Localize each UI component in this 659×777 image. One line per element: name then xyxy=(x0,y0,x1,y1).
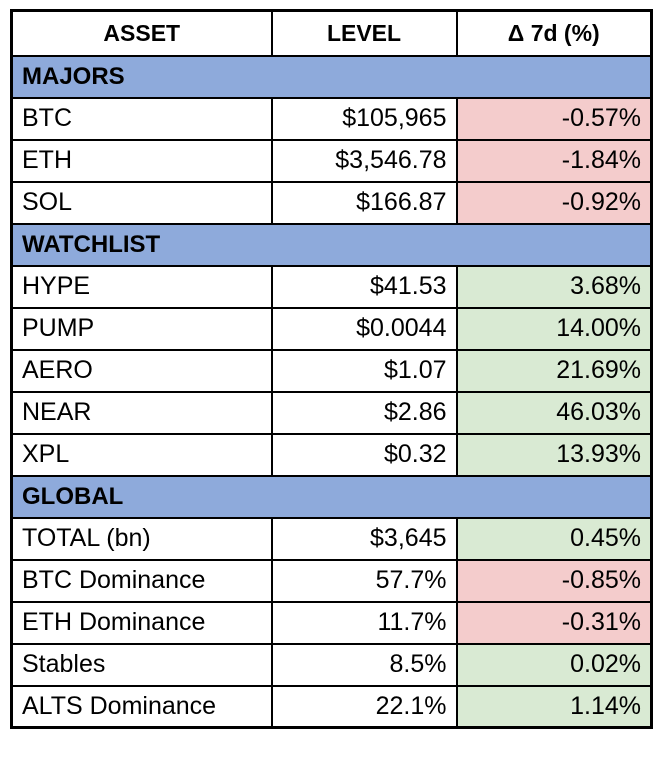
asset-table-sheet: ASSET LEVEL Δ 7d (%) MAJORS BTC $105,965… xyxy=(10,9,653,729)
delta-cell: 1.14% xyxy=(455,684,653,729)
section-row-majors: MAJORS xyxy=(10,54,653,99)
table-row-sol: SOL $166.87 -0.92% xyxy=(10,180,653,225)
section-label-majors: MAJORS xyxy=(10,54,653,99)
column-header-row: ASSET LEVEL Δ 7d (%) xyxy=(10,9,653,57)
delta-cell: -0.31% xyxy=(455,600,653,645)
delta-cell: 46.03% xyxy=(455,390,653,435)
level-cell: $2.86 xyxy=(270,390,458,435)
table-row-total-bn: TOTAL (bn) $3,645 0.45% xyxy=(10,516,653,561)
delta-cell: -0.85% xyxy=(455,558,653,603)
level-cell: $0.32 xyxy=(270,432,458,477)
table-row-eth-dominance: ETH Dominance 11.7% -0.31% xyxy=(10,600,653,645)
delta-cell: -0.92% xyxy=(455,180,653,225)
column-header-delta-7d: Δ 7d (%) xyxy=(455,9,653,57)
table-row-btc: BTC $105,965 -0.57% xyxy=(10,96,653,141)
level-cell: $3,546.78 xyxy=(270,138,458,183)
delta-cell: 3.68% xyxy=(455,264,653,309)
table-row-btc-dominance: BTC Dominance 57.7% -0.85% xyxy=(10,558,653,603)
delta-cell: 0.02% xyxy=(455,642,653,687)
asset-cell: HYPE xyxy=(10,264,273,309)
level-cell: 57.7% xyxy=(270,558,458,603)
asset-cell: ETH Dominance xyxy=(10,600,273,645)
table-row-hype: HYPE $41.53 3.68% xyxy=(10,264,653,309)
delta-cell: 14.00% xyxy=(455,306,653,351)
asset-cell: BTC xyxy=(10,96,273,141)
delta-cell: 0.45% xyxy=(455,516,653,561)
asset-cell: NEAR xyxy=(10,390,273,435)
asset-cell: ALTS Dominance xyxy=(10,684,273,729)
asset-cell: TOTAL (bn) xyxy=(10,516,273,561)
section-row-global: GLOBAL xyxy=(10,474,653,519)
section-row-watchlist: WATCHLIST xyxy=(10,222,653,267)
level-cell: $41.53 xyxy=(270,264,458,309)
table-row-near: NEAR $2.86 46.03% xyxy=(10,390,653,435)
asset-cell: PUMP xyxy=(10,306,273,351)
delta-cell: 21.69% xyxy=(455,348,653,393)
level-cell: $0.0044 xyxy=(270,306,458,351)
table-row-alts-dominance: ALTS Dominance 22.1% 1.14% xyxy=(10,684,653,729)
level-cell: $1.07 xyxy=(270,348,458,393)
table-row-eth: ETH $3,546.78 -1.84% xyxy=(10,138,653,183)
asset-table: ASSET LEVEL Δ 7d (%) MAJORS BTC $105,965… xyxy=(10,9,653,729)
section-label-global: GLOBAL xyxy=(10,474,653,519)
column-header-level: LEVEL xyxy=(270,9,458,57)
asset-cell: XPL xyxy=(10,432,273,477)
table-row-pump: PUMP $0.0044 14.00% xyxy=(10,306,653,351)
column-header-asset: ASSET xyxy=(10,9,273,57)
asset-cell: BTC Dominance xyxy=(10,558,273,603)
table-row-xpl: XPL $0.32 13.93% xyxy=(10,432,653,477)
asset-cell: SOL xyxy=(10,180,273,225)
asset-cell: Stables xyxy=(10,642,273,687)
delta-cell: 13.93% xyxy=(455,432,653,477)
asset-cell: ETH xyxy=(10,138,273,183)
level-cell: 22.1% xyxy=(270,684,458,729)
delta-cell: -1.84% xyxy=(455,138,653,183)
table-row-stables: Stables 8.5% 0.02% xyxy=(10,642,653,687)
level-cell: 8.5% xyxy=(270,642,458,687)
level-cell: $3,645 xyxy=(270,516,458,561)
section-label-watchlist: WATCHLIST xyxy=(10,222,653,267)
level-cell: $105,965 xyxy=(270,96,458,141)
table-row-aero: AERO $1.07 21.69% xyxy=(10,348,653,393)
level-cell: $166.87 xyxy=(270,180,458,225)
level-cell: 11.7% xyxy=(270,600,458,645)
delta-cell: -0.57% xyxy=(455,96,653,141)
asset-cell: AERO xyxy=(10,348,273,393)
